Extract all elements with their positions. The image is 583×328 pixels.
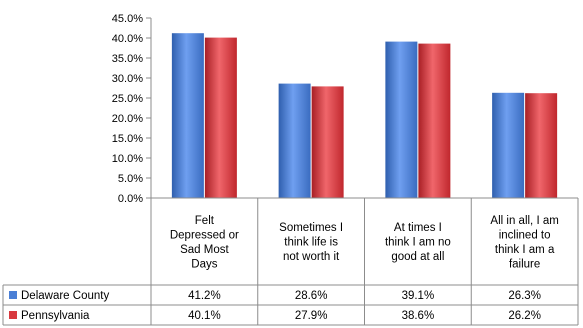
- y-tick-label: 5.0%: [118, 173, 143, 185]
- y-tick-label: 0.0%: [118, 193, 143, 205]
- category-label-line: think I am a: [495, 244, 555, 256]
- category-label: Sometimes I think life is not worth it: [279, 222, 343, 263]
- bar-delaware-county: [385, 41, 418, 198]
- category-label-line: Sometimes I: [279, 222, 343, 234]
- category-label-line: Sad Most: [180, 244, 229, 256]
- y-tick-label: 30.0%: [112, 73, 143, 85]
- bar-pennsylvania: [204, 37, 237, 198]
- data-label: 26.3%: [508, 290, 541, 302]
- category-label: At times I think I am no good at all: [385, 222, 451, 263]
- category-label-line: not worth it: [283, 251, 340, 263]
- bar-pennsylvania: [311, 86, 344, 198]
- bar-delaware-county: [171, 33, 204, 199]
- legend-label: Pennsylvania: [21, 310, 90, 322]
- category-label-line: good at all: [391, 251, 444, 263]
- category-label-line: inclined to: [499, 229, 551, 241]
- data-label: 41.2%: [188, 290, 221, 302]
- category-label-line: failure: [509, 258, 540, 270]
- category-label-line: Days: [191, 258, 217, 270]
- y-tick-label: 10.0%: [112, 153, 143, 165]
- data-label: 27.9%: [295, 310, 328, 322]
- data-label: 28.6%: [295, 290, 328, 302]
- y-tick-label: 35.0%: [112, 53, 143, 65]
- category-label-line: Felt: [195, 215, 215, 227]
- bar-delaware-county: [278, 83, 311, 198]
- category-label-line: think I am no: [385, 237, 451, 249]
- legend-swatch-delaware-county: [9, 291, 17, 299]
- y-tick-label: 20.0%: [112, 113, 143, 125]
- category-label-line: Depressed or: [170, 229, 239, 241]
- data-label: 26.2%: [508, 310, 541, 322]
- category-label-line: think life is: [284, 237, 338, 249]
- y-tick-label: 15.0%: [112, 133, 143, 145]
- category-label: All in all, I am inclined to think I am a f…: [490, 215, 558, 271]
- legend-label: Delaware County: [21, 290, 109, 302]
- plot-area: [171, 33, 558, 199]
- category-label-line: At times I: [394, 222, 442, 234]
- y-tick-label: 40.0%: [112, 33, 143, 45]
- data-label: 40.1%: [188, 310, 221, 322]
- y-axis: 0.0% 5.0% 10.0% 15.0% 20.0% 25.0% 30.0% 35.0% 40…: [112, 13, 152, 205]
- category-label-line: All in all, I am: [490, 215, 558, 227]
- legend-swatch-pennsylvania: [9, 311, 17, 319]
- bar-delaware-county: [492, 92, 525, 198]
- data-label: 39.1%: [402, 290, 435, 302]
- data-table: Felt Depressed or Sad Most Days Sometimes I t…: [2, 197, 579, 326]
- y-tick-label: 25.0%: [112, 93, 143, 105]
- bar-pennsylvania: [525, 93, 558, 198]
- category-label: Felt Depressed or Sad Most Days: [170, 215, 239, 271]
- bar-pennsylvania: [418, 43, 451, 198]
- y-tick-label: 45.0%: [112, 13, 143, 25]
- data-label: 38.6%: [402, 310, 435, 322]
